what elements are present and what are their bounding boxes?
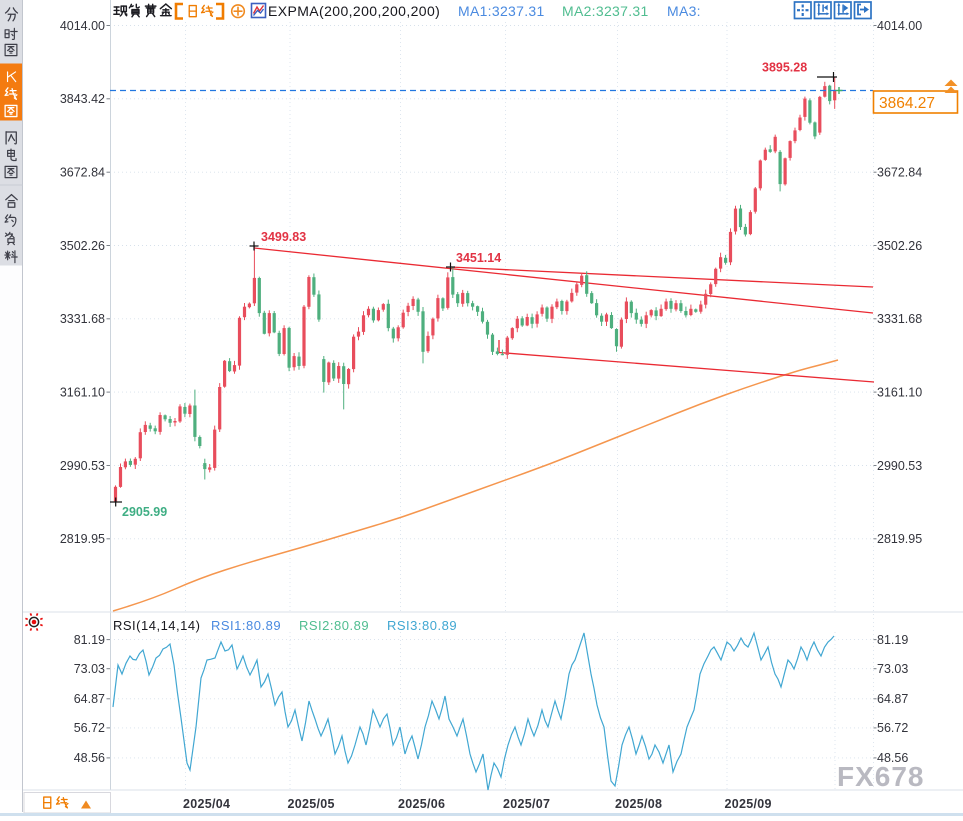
svg-text:3895.28: 3895.28	[762, 61, 807, 75]
svg-text:2025/09: 2025/09	[725, 797, 772, 811]
svg-text:3843.42: 3843.42	[60, 92, 105, 106]
svg-text:56.72: 56.72	[74, 721, 105, 735]
svg-text:3672.84: 3672.84	[877, 166, 922, 180]
svg-text:3672.84: 3672.84	[60, 166, 105, 180]
svg-text:3451.14: 3451.14	[456, 251, 501, 265]
svg-text:4014.00: 4014.00	[60, 19, 105, 33]
svg-text:3502.26: 3502.26	[877, 239, 922, 253]
svg-text:4014.00: 4014.00	[877, 19, 922, 33]
svg-text:2025/08: 2025/08	[615, 797, 662, 811]
svg-text:81.19: 81.19	[74, 633, 105, 647]
svg-text:RSI3:80.89: RSI3:80.89	[387, 618, 457, 633]
svg-text:2990.53: 2990.53	[60, 459, 105, 473]
svg-text:MA1:3237.31: MA1:3237.31	[458, 3, 545, 19]
svg-text:64.87: 64.87	[74, 692, 105, 706]
svg-text:48.56: 48.56	[877, 751, 908, 765]
svg-text:3502.26: 3502.26	[60, 239, 105, 253]
svg-text:MA3:: MA3:	[667, 3, 701, 19]
svg-text:56.72: 56.72	[877, 721, 908, 735]
svg-text:3864.27: 3864.27	[879, 95, 935, 112]
svg-text:48.56: 48.56	[74, 751, 105, 765]
svg-text:RSI(14,14,14): RSI(14,14,14)	[113, 618, 200, 633]
svg-text:2025/07: 2025/07	[503, 797, 550, 811]
svg-text:81.19: 81.19	[877, 633, 908, 647]
svg-text:73.03: 73.03	[877, 662, 908, 676]
svg-text:2025/06: 2025/06	[398, 797, 445, 811]
svg-text:2819.95: 2819.95	[60, 532, 105, 546]
svg-text:3331.68: 3331.68	[60, 312, 105, 326]
svg-text:2025/04: 2025/04	[183, 797, 230, 811]
svg-text:RSI1:80.89: RSI1:80.89	[211, 618, 281, 633]
svg-text:64.87: 64.87	[877, 692, 908, 706]
svg-text:RSI2:80.89: RSI2:80.89	[299, 618, 369, 633]
svg-text:2025/05: 2025/05	[288, 797, 335, 811]
svg-text:EXPMA(200,200,200,200): EXPMA(200,200,200,200)	[268, 3, 440, 19]
svg-text:FX678: FX678	[837, 761, 925, 792]
svg-text:2819.95: 2819.95	[877, 532, 922, 546]
svg-text:2990.53: 2990.53	[877, 459, 922, 473]
svg-text:3499.83: 3499.83	[261, 230, 306, 244]
svg-text:73.03: 73.03	[74, 662, 105, 676]
svg-text:2905.99: 2905.99	[122, 505, 167, 519]
svg-text:3161.10: 3161.10	[877, 385, 922, 399]
svg-text:3331.68: 3331.68	[877, 312, 922, 326]
svg-text:MA2:3237.31: MA2:3237.31	[562, 3, 649, 19]
svg-text:3161.10: 3161.10	[60, 385, 105, 399]
